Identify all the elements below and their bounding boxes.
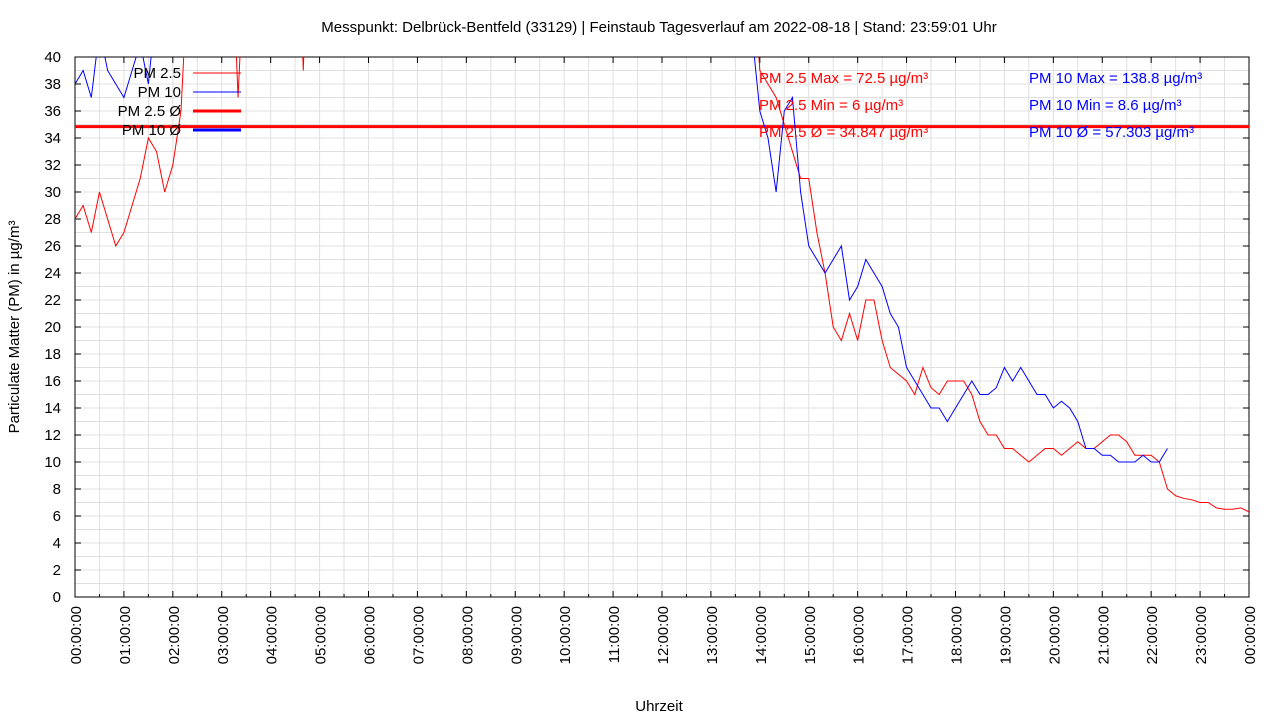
y-tick-label: 0 [53, 589, 61, 606]
annotation: PM 2.5 Ø = 34.847 µg/m³ [759, 124, 928, 141]
y-tick-label: 26 [44, 238, 61, 255]
x-tick-label: 23:00:00 [1193, 606, 1210, 664]
x-tick-label: 20:00:00 [1046, 606, 1063, 664]
series-line [75, 57, 1168, 463]
legend-label: PM 10 [138, 84, 181, 101]
y-tick-label: 32 [44, 157, 61, 174]
x-tick-label: 19:00:00 [997, 606, 1014, 664]
y-tick-label: 2 [53, 562, 61, 579]
x-tick-label: 13:00:00 [704, 606, 721, 664]
x-tick-label: 22:00:00 [1144, 606, 1161, 664]
y-tick-label: 34 [44, 130, 61, 147]
y-tick-label: 30 [44, 184, 61, 201]
annotation: PM 2.5 Max = 72.5 µg/m³ [759, 70, 928, 87]
x-tick-label: 15:00:00 [802, 606, 819, 664]
annotation: PM 10 Min = 8.6 µg/m³ [1029, 97, 1181, 114]
y-tick-label: 40 [44, 49, 61, 66]
legend-label: PM 10 Ø [122, 122, 182, 139]
x-tick-label: 07:00:00 [410, 606, 427, 664]
x-tick-label: 01:00:00 [117, 606, 134, 664]
annotation: PM 10 Ø = 57.303 µg/m³ [1029, 124, 1194, 141]
x-tick-label: 04:00:00 [264, 606, 281, 664]
x-tick-label: 17:00:00 [900, 606, 917, 664]
y-tick-label: 8 [53, 481, 61, 498]
y-tick-label: 38 [44, 76, 61, 93]
y-tick-label: 14 [44, 400, 61, 417]
x-tick-label: 02:00:00 [166, 606, 183, 664]
series-line [75, 57, 1249, 513]
annotation: PM 10 Max = 138.8 µg/m³ [1029, 70, 1202, 87]
chart-title: Messpunkt: Delbrück-Bentfeld (33129) | F… [321, 19, 996, 36]
plot-area [75, 57, 1249, 513]
y-tick-label: 28 [44, 211, 61, 228]
legend-label: PM 2.5 [133, 65, 181, 82]
x-axis-label: Uhrzeit [635, 698, 683, 715]
x-tick-label: 09:00:00 [508, 606, 525, 664]
y-tick-label: 10 [44, 454, 61, 471]
y-tick-label: 20 [44, 319, 61, 336]
y-tick-label: 18 [44, 346, 61, 363]
annotation: PM 2.5 Min = 6 µg/m³ [759, 97, 903, 114]
y-tick-label: 36 [44, 103, 61, 120]
x-tick-label: 00:00:00 [68, 606, 85, 664]
y-tick-label: 4 [53, 535, 61, 552]
x-tick-label: 06:00:00 [362, 606, 379, 664]
x-tick-label: 00:00:00 [1242, 606, 1259, 664]
x-tick-label: 11:00:00 [606, 606, 623, 663]
y-tick-label: 24 [44, 265, 61, 282]
y-tick-label: 16 [44, 373, 61, 390]
x-tick-label: 05:00:00 [313, 606, 330, 664]
x-tick-label: 18:00:00 [949, 606, 966, 664]
plot-frame [74, 56, 1250, 598]
x-tick-label: 16:00:00 [851, 606, 868, 664]
x-tick-label: 08:00:00 [459, 606, 476, 664]
x-tick-label: 12:00:00 [655, 606, 672, 664]
y-tick-label: 6 [53, 508, 61, 525]
x-tick-label: 03:00:00 [215, 606, 232, 664]
x-tick-label: 21:00:00 [1095, 606, 1112, 664]
grid [74, 56, 1250, 598]
x-tick-label: 10:00:00 [557, 606, 574, 664]
y-tick-label: 12 [44, 427, 61, 444]
legend-label: PM 2.5 Ø [118, 103, 182, 120]
x-tick-label: 14:00:00 [753, 606, 770, 664]
y-tick-label: 22 [44, 292, 61, 309]
y-axis-label: Particulate Matter (PM) in µg/m³ [6, 221, 23, 434]
